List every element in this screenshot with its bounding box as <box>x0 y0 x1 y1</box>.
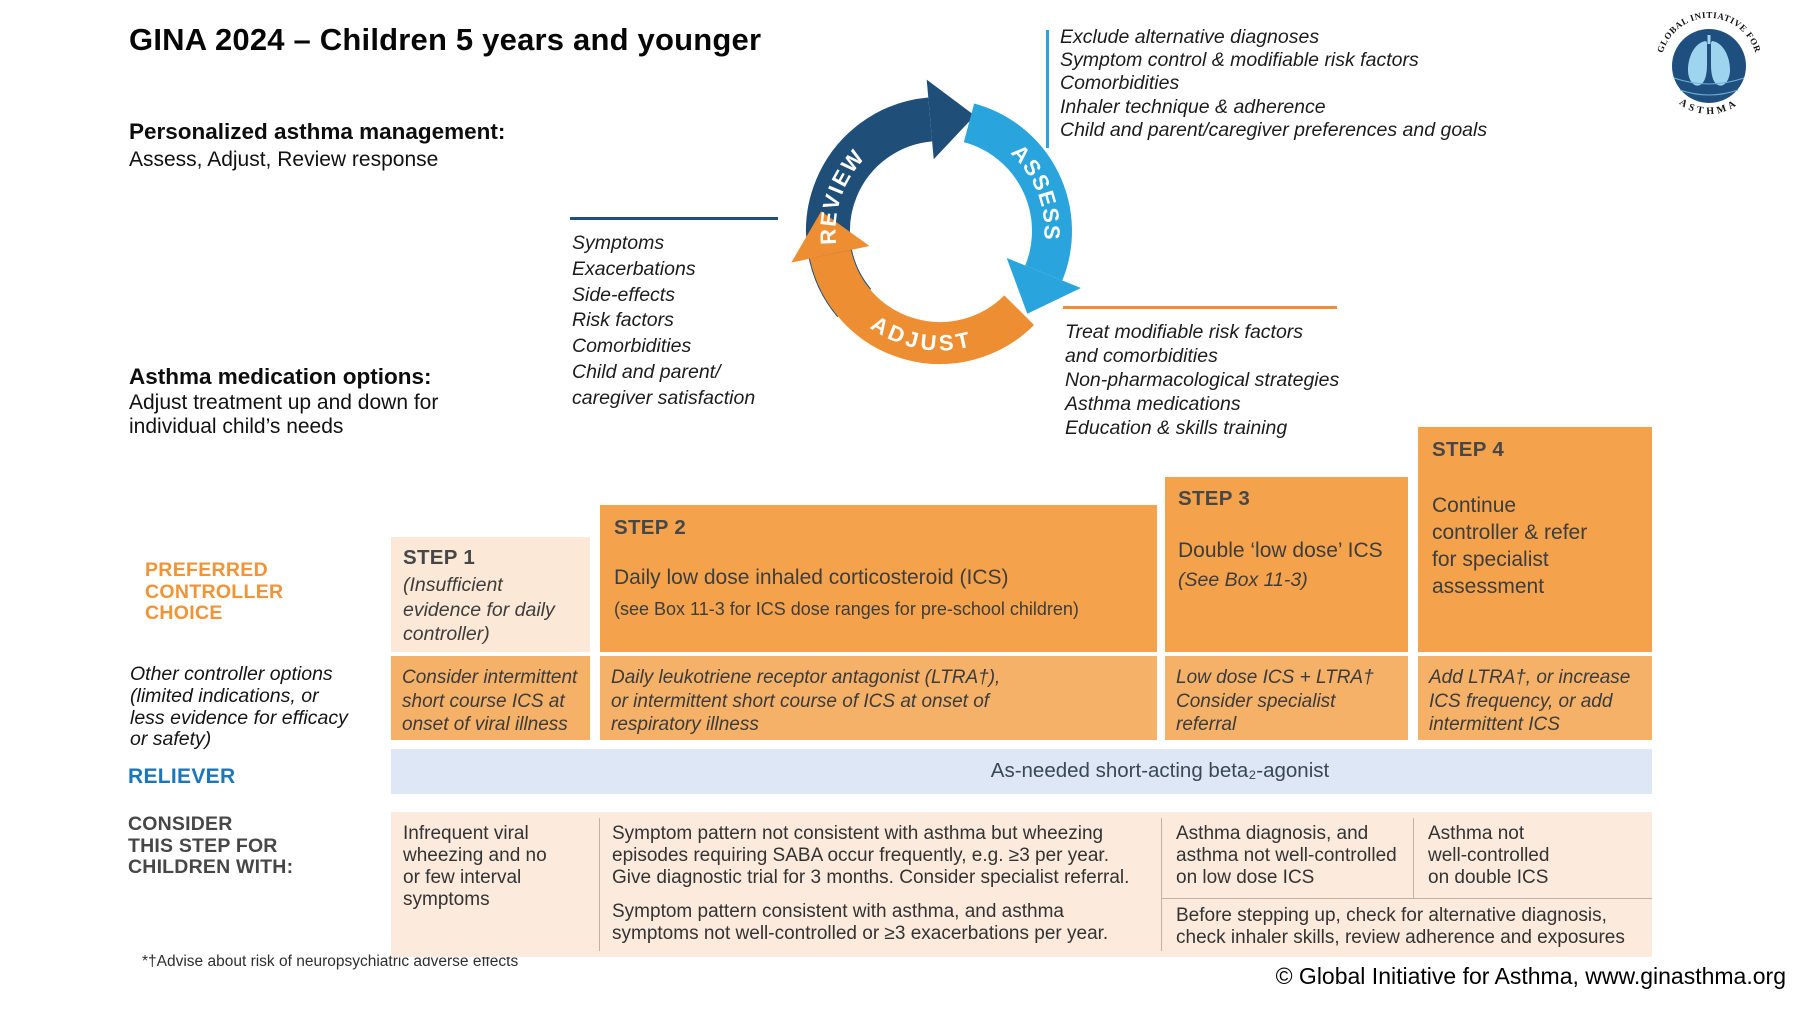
personalized-subheading: Assess, Adjust, Review response <box>129 148 439 171</box>
step3-title: STEP 3 <box>1178 487 1251 510</box>
step1-box: STEP 1 (Insufficient evidence for daily co… <box>391 537 590 652</box>
step2-box: STEP 2 Daily low dose inhaled corticoste… <box>600 505 1157 652</box>
other-option-step3: Low dose ICS + LTRA† Consider specialist r… <box>1165 656 1408 740</box>
consider-divider-2 <box>1161 818 1162 951</box>
medication-heading: Asthma medication options: <box>129 364 432 389</box>
step1-title: STEP 1 <box>403 546 476 569</box>
medication-subheading: Adjust treatment up and down for individu… <box>129 391 439 438</box>
consider-divider-3 <box>1413 818 1414 898</box>
footnote: *†Advise about risk of neuropsychiatric … <box>142 953 519 970</box>
logo-right-lung <box>1711 41 1730 86</box>
step2-body: Daily low dose inhaled corticosteroid (I… <box>614 566 1009 589</box>
other-option-step4: Add LTRA†, or increase ICS frequency, or … <box>1418 656 1652 740</box>
consider-step3-text: Asthma diagnosis, and asthma not well-con… <box>1176 823 1397 888</box>
reliever-label: RELIEVER <box>128 765 236 788</box>
other-option-step2: Daily leukotriene receptor antagonist (L… <box>600 656 1157 740</box>
consider-divider-1 <box>599 818 600 951</box>
step4-title: STEP 4 <box>1432 438 1505 461</box>
step4-body: Continue controller & refer for specialist… <box>1432 494 1588 598</box>
assess-connector-line <box>1046 30 1049 148</box>
step4-box: STEP 4 Continue controller & refer for spe… <box>1418 427 1652 652</box>
consider-step2-text: Symptom pattern not consistent with asth… <box>612 823 1129 945</box>
assess-adjust-review-cycle: REVIEW ASSESS ADJUST <box>791 79 1081 365</box>
consider-step2-paragraph2: Symptom pattern consistent with asthma, … <box>612 901 1109 944</box>
adjust-items: Treat modifiable risk factors and comorbi… <box>1065 321 1340 439</box>
gina-logo: GLOBAL INITIATIVE FOR ASTHMA <box>1655 10 1762 117</box>
consider-step-label: CONSIDER THIS STEP FOR CHILDREN WITH: <box>128 813 294 878</box>
review-connector-line <box>570 217 778 220</box>
adjust-arrow <box>791 211 1035 365</box>
copyright: © Global Initiative for Asthma, www.gina… <box>1275 963 1786 989</box>
step2-note: (see Box 11-3 for ICS dose ranges for pr… <box>614 599 1079 619</box>
adjust-connector-line <box>1063 306 1337 309</box>
personalized-heading: Personalized asthma management: <box>129 119 506 144</box>
reliever-band-text: As-needed short-acting beta₂-agonist <box>990 759 1330 782</box>
logo-latitude-line <box>1673 77 1745 85</box>
step3-body: Double ‘low dose’ ICS <box>1178 539 1383 562</box>
logo-globe <box>1672 29 1746 103</box>
step2-title: STEP 2 <box>614 516 687 539</box>
review-items: Symptoms Exacerbations Side-effects Risk fa… <box>572 232 756 409</box>
assess-items: Exclude alternative diagnoses Symptom con… <box>1060 26 1488 141</box>
page-title: GINA 2024 – Children 5 years and younger <box>129 22 762 57</box>
assess-arrow <box>963 103 1081 314</box>
preferred-controller-label: PREFERRED CONTROLLER CHOICE <box>145 559 284 624</box>
reliever-band <box>391 749 1652 794</box>
consider-step3-4-bottom-text: Before stepping up, check for alternativ… <box>1176 905 1625 948</box>
consider-step1-text: Infrequent viral wheezing and no or few in… <box>403 823 547 910</box>
step1-body: (Insufficient evidence for daily controlle… <box>403 574 555 645</box>
step3-box: STEP 3 Double ‘low dose’ ICS (See Box 11… <box>1165 477 1408 652</box>
consider-step4-text: Asthma not well-controlled on double ICS <box>1428 823 1550 888</box>
other-option-step1: Consider intermittent short course ICS at… <box>391 656 590 740</box>
logo-left-lung <box>1688 41 1707 86</box>
consider-divider-horizontal <box>1161 898 1652 899</box>
consider-band <box>391 812 1652 957</box>
consider-step2-paragraph1: Symptom pattern not consistent with asth… <box>612 823 1130 888</box>
other-controller-label: Other controller options (limited indicat… <box>130 663 348 751</box>
logo-latitude-line <box>1679 89 1739 96</box>
step3-note: (See Box 11-3) <box>1178 569 1308 591</box>
logo-trachea <box>1707 35 1711 44</box>
